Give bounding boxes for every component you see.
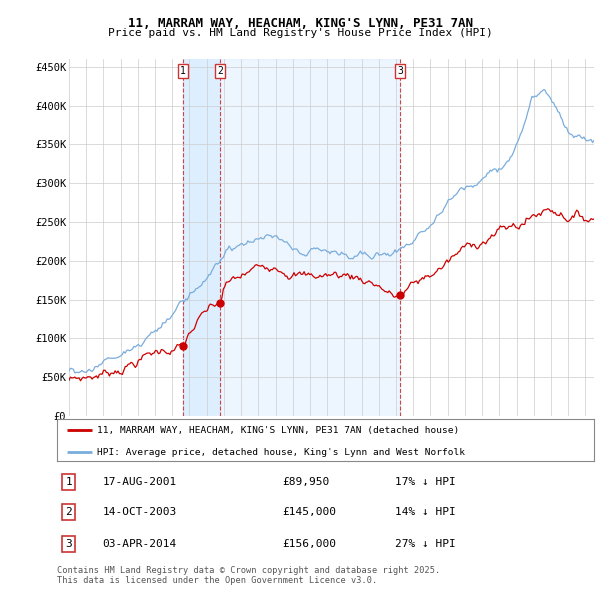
Text: 14% ↓ HPI: 14% ↓ HPI	[395, 507, 456, 517]
Text: HPI: Average price, detached house, King's Lynn and West Norfolk: HPI: Average price, detached house, King…	[97, 448, 465, 457]
Text: 1: 1	[180, 65, 186, 76]
Text: Price paid vs. HM Land Registry's House Price Index (HPI): Price paid vs. HM Land Registry's House …	[107, 28, 493, 38]
Text: 11, MARRAM WAY, HEACHAM, KING'S LYNN, PE31 7AN: 11, MARRAM WAY, HEACHAM, KING'S LYNN, PE…	[128, 17, 473, 30]
Text: 17% ↓ HPI: 17% ↓ HPI	[395, 477, 456, 487]
Bar	[220, 59, 400, 416]
Bar	[183, 59, 220, 416]
Text: 3: 3	[65, 539, 72, 549]
Text: 1: 1	[65, 477, 72, 487]
Text: 27% ↓ HPI: 27% ↓ HPI	[395, 539, 456, 549]
Text: £145,000: £145,000	[283, 507, 337, 517]
Text: 2: 2	[217, 65, 223, 76]
Text: 03-APR-2014: 03-APR-2014	[103, 539, 177, 549]
Text: 17-AUG-2001: 17-AUG-2001	[103, 477, 177, 487]
Text: 2: 2	[65, 507, 72, 517]
Text: 3: 3	[397, 65, 403, 76]
Text: 11, MARRAM WAY, HEACHAM, KING'S LYNN, PE31 7AN (detached house): 11, MARRAM WAY, HEACHAM, KING'S LYNN, PE…	[97, 426, 460, 435]
Text: Contains HM Land Registry data © Crown copyright and database right 2025.
This d: Contains HM Land Registry data © Crown c…	[57, 566, 440, 585]
Text: 14-OCT-2003: 14-OCT-2003	[103, 507, 177, 517]
Text: £156,000: £156,000	[283, 539, 337, 549]
Text: £89,950: £89,950	[283, 477, 330, 487]
